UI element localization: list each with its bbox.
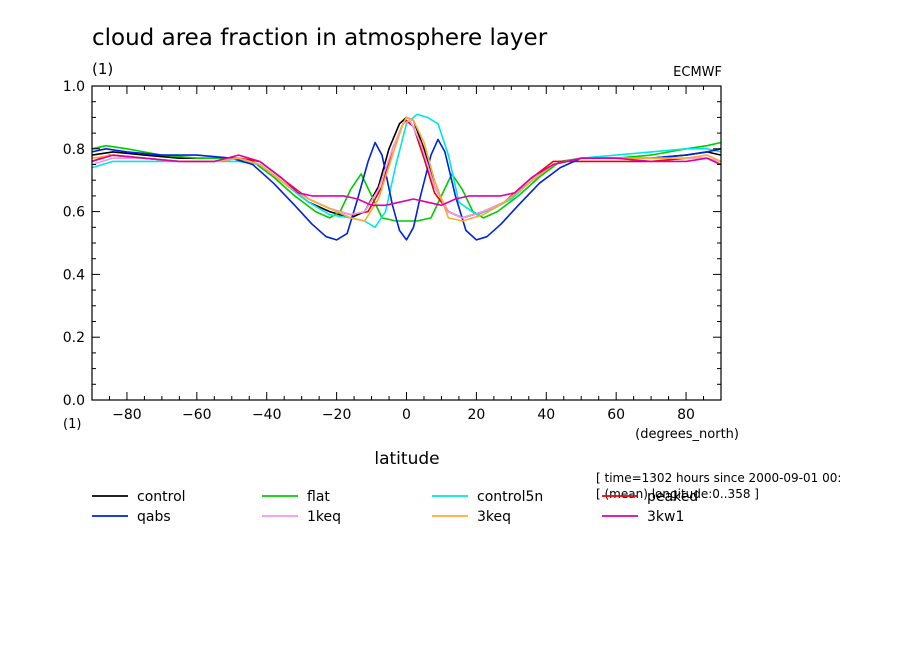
x-units-label: (degrees_north) [635,427,739,442]
y-tick-label: 0.2 [63,330,85,346]
y-tick-label: 0.4 [63,267,85,283]
x-tick-label: 20 [467,407,485,423]
y-tick-label: 1.0 [63,79,85,95]
x-tick-label: −60 [182,407,212,423]
legend-label-peaked: peaked [647,489,698,505]
legend-label-3keq: 3keq [477,509,511,525]
y-tick-label: 0.8 [63,142,85,158]
series-line-3keq [91,116,722,222]
x-tick-label: 80 [677,407,695,423]
info-line-time: [ time=1302 hours since 2000-09-01 00: [596,471,841,485]
y-tick-label: 0.0 [63,393,85,409]
legend-label-flat: flat [307,489,330,505]
source-label: ECMWF [673,65,722,80]
x-tick-label: −80 [112,407,142,423]
info-line-longitude: [ (mean) longitude:0..358 ] [596,487,759,501]
legend-label-control5n: control5n [477,489,543,505]
series-line-1keq [91,119,722,219]
y-units-top: (1) [92,60,113,78]
legend-label-3kw1: 3kw1 [647,509,684,525]
legend-label-control: control [137,489,186,505]
legend: control flat control5n peaked qabs 1keq 3keq 3k… [92,489,698,525]
y-tick-label: 0.6 [63,205,85,221]
series-line-control [91,116,722,219]
series-line-control5n [91,113,722,229]
chart-title: cloud area fraction in atmosphere layer [92,25,548,51]
x-tick-label: 60 [607,407,625,423]
y-units-bottom: (1) [63,417,81,432]
x-axis-label: latitude [374,449,439,469]
series-line-qabs [91,138,722,241]
x-tick-label: 0 [402,407,411,423]
x-tick-label: −20 [322,407,352,423]
series-line-3kw1 [91,154,722,207]
x-tick-label: −40 [252,407,282,423]
legend-label-qabs: qabs [137,509,171,525]
legend-label-1keq: 1keq [307,509,341,525]
x-tick-label: 40 [537,407,555,423]
plot-frame [91,85,722,401]
series-line-peaked [91,119,722,219]
plot-area: −80 −60 −40 −20 0 20 40 60 80 0.0 0.2 0.4 0.6 0.8 1.0 [63,79,722,423]
